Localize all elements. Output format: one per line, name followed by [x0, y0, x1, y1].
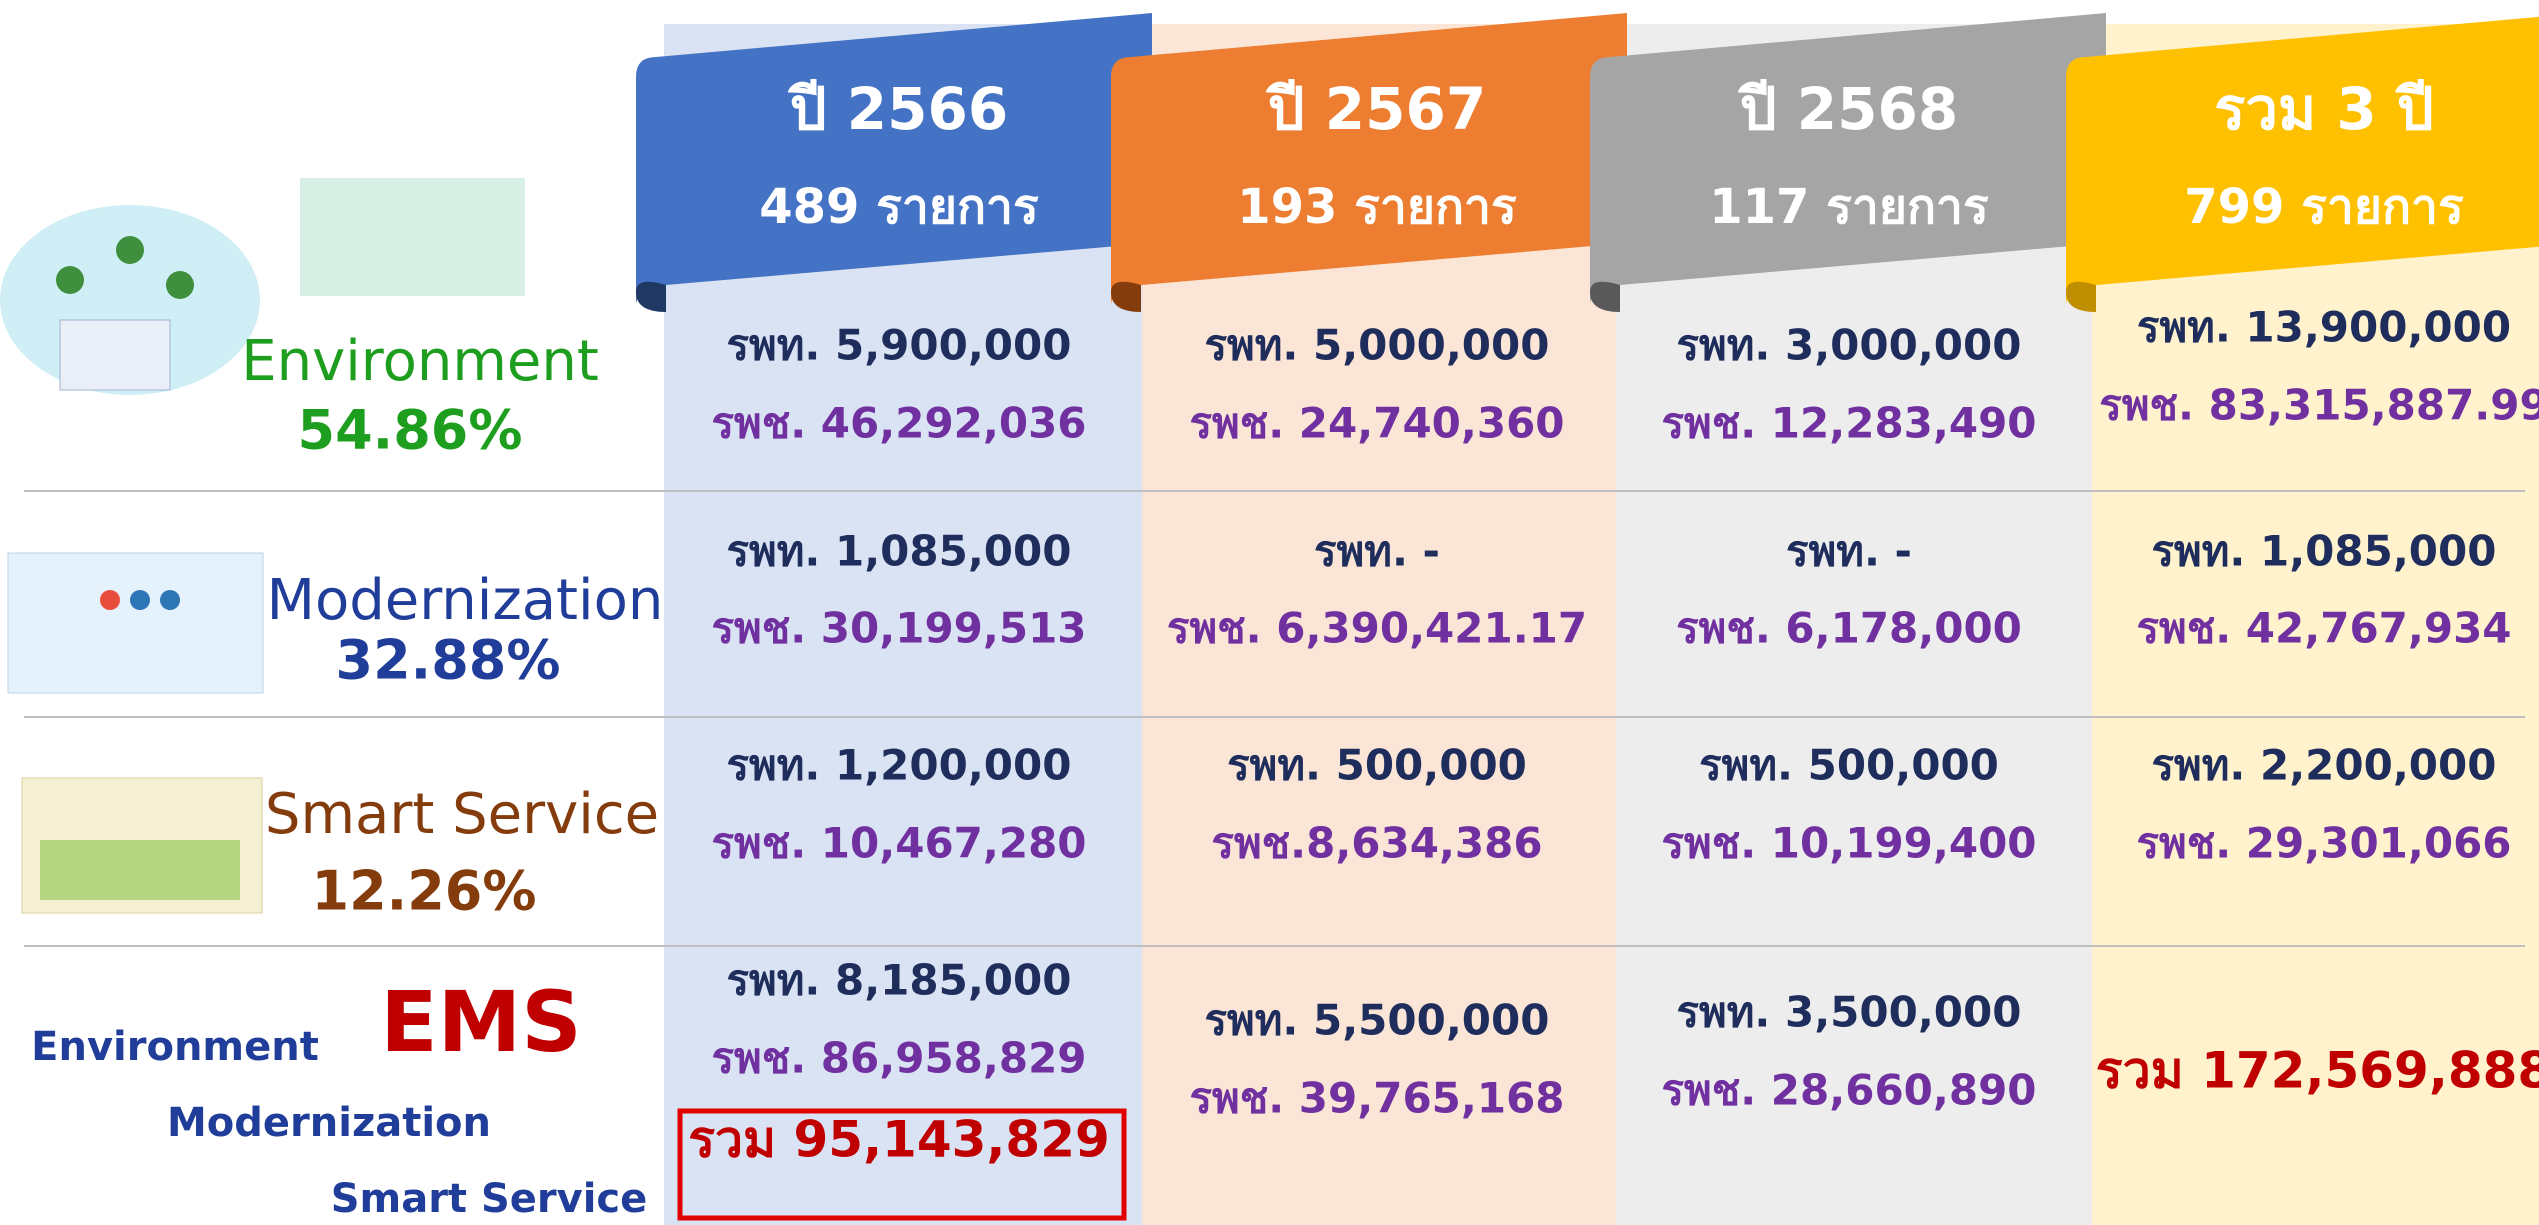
column-title: ปี 2566 — [787, 75, 1008, 143]
row-name: Environment — [241, 329, 599, 394]
summary-cell-text: รวม 172,569,888 — [2096, 1042, 2539, 1100]
summary-cell-text: รพช. 39,765,168 — [1189, 1074, 1564, 1123]
cell-text: รพท. 5,900,000 — [727, 321, 1072, 370]
cell-text: รพช. 42,767,934 — [2136, 604, 2511, 653]
cell-text: รพช. 24,740,360 — [1189, 399, 1564, 448]
cell-text: รพช. 12,283,490 — [1661, 399, 2036, 448]
cell-text: รพช. 6,390,421.17 — [1167, 604, 1587, 653]
column-title: รวม 3 ปี — [2214, 75, 2434, 143]
column-count: 117 รายการ — [1709, 179, 1989, 235]
summary-cell-text: รวม 95,143,829 — [688, 1111, 1110, 1169]
column-title: ปี 2568 — [1737, 75, 1958, 143]
summary-cell-text: รพช. 28,660,890 — [1661, 1066, 2036, 1115]
cell-text: รพช.8,634,386 — [1211, 819, 1542, 868]
cell-text: รพท. - — [1314, 527, 1440, 576]
column-count: 193 รายการ — [1237, 179, 1517, 235]
cell-text: รพช. 46,292,036 — [711, 399, 1086, 448]
cell-text: รพช. 6,178,000 — [1676, 604, 2022, 653]
cell-text: รพท. 1,200,000 — [727, 741, 1072, 790]
smart-service-illustration — [22, 778, 262, 913]
cell-text: รพท. 1,085,000 — [2152, 527, 2497, 576]
row-percent: 12.26% — [312, 860, 537, 923]
header-ribbon-curl — [636, 282, 666, 312]
column-count: 489 รายการ — [759, 179, 1039, 235]
cell-text: รพท. 2,200,000 — [2152, 741, 2497, 790]
summary-label: Smart Service — [331, 1176, 648, 1222]
row-name: Modernization — [267, 568, 664, 633]
row-percent: 54.86% — [298, 399, 523, 462]
row-percent: 32.88% — [336, 629, 561, 692]
summary-cell-text: รพช. 86,958,829 — [711, 1034, 1086, 1083]
cell-text: รพท. - — [1786, 527, 1912, 576]
page: { "columns": [ {"title": "ปี 2566", "cou… — [0, 0, 2539, 1225]
summary-label: Environment — [31, 1024, 319, 1070]
summary-title: EMS — [380, 973, 581, 1071]
infographic: ปี 2566 489 รายการ ปี 2567 193 รายการ ปี 256… — [0, 0, 2539, 1225]
column-count: 799 รายการ — [2184, 179, 2464, 235]
modernization-illustration — [8, 553, 263, 693]
cell-text: รพช. 29,301,066 — [2136, 819, 2511, 868]
row-name: Smart Service — [265, 782, 659, 847]
cell-text: รพท. 500,000 — [1699, 741, 1999, 790]
summary-cell-text: รพท. 3,500,000 — [1677, 988, 2022, 1037]
cell-text: รพช. 30,199,513 — [711, 604, 1086, 653]
cell-text: รพท. 13,900,000 — [2137, 303, 2511, 352]
summary-label: Modernization — [167, 1100, 491, 1146]
column-title: ปี 2567 — [1265, 75, 1486, 143]
cell-text: รพท. 500,000 — [1227, 741, 1527, 790]
cell-text: รพท. 5,000,000 — [1205, 321, 1550, 370]
summary-cell-text: รพท. 8,185,000 — [727, 956, 1072, 1005]
cell-text: รพช. 10,199,400 — [1661, 819, 2036, 868]
cell-text: รพท. 1,085,000 — [727, 527, 1072, 576]
cell-text: รพช. 10,467,280 — [711, 819, 1086, 868]
summary-cell-text: รพท. 5,500,000 — [1205, 996, 1550, 1045]
cell-text: รพช. 83,315,887.99 — [2099, 381, 2539, 430]
cell-text: รพท. 3,000,000 — [1677, 321, 2022, 370]
